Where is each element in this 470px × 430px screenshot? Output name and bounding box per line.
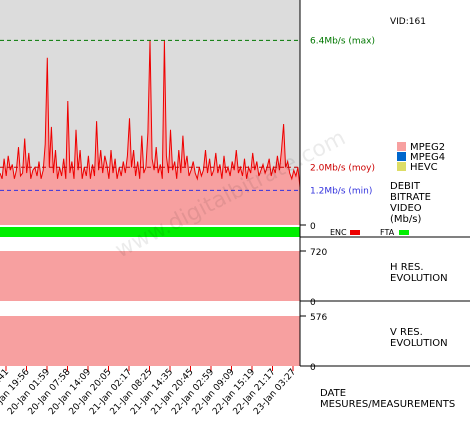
v-resolution-bar (0, 316, 300, 366)
h-resolution-title-line-1: H RES. (390, 262, 424, 273)
date-label: DATE (320, 388, 346, 399)
legend-swatch-mpeg2 (397, 142, 406, 151)
h-resolution-zero-label: 0 (310, 298, 316, 308)
v-resolution-title-line-1: V RES. (390, 327, 423, 338)
fta-swatch (399, 230, 409, 235)
bitrate-title-line-1: DEBIT (390, 181, 421, 192)
h-resolution-bar (0, 251, 300, 301)
legend-label-mpeg4: MPEG4 (410, 152, 445, 163)
v-resolution-zero-label: 0 (310, 363, 316, 373)
avg-reference-label: 2.0Mb/s (moy) (310, 163, 375, 173)
h-resolution-title-line-2: EVOLUTION (390, 273, 448, 284)
legend-swatch-mpeg4 (397, 152, 406, 161)
bitrate-zero-label: 0 (310, 222, 316, 232)
bitrate-title-line-3: VIDEO (390, 203, 422, 214)
v-resolution-max-label: 576 (310, 313, 327, 323)
bitrate-area-fill (0, 40, 300, 226)
vid-label: VID:161 (390, 17, 426, 27)
legend-swatch-hevc (397, 162, 406, 171)
h-resolution-max-label: 720 (310, 248, 327, 258)
v-resolution-title-line-2: EVOLUTION (390, 338, 448, 349)
bitrate-title-line-4: (Mb/s) (390, 214, 421, 225)
codec-legend: MPEG2 MPEG4 HEVC (397, 142, 445, 173)
measurements-label: MESURES/MEASUREMENTS (320, 399, 455, 410)
enc-swatch (350, 230, 360, 235)
legend-label-hevc: HEVC (410, 162, 438, 173)
enc-label: ENC (330, 228, 347, 237)
legend-label-mpeg2: MPEG2 (410, 142, 445, 153)
fta-status-band (0, 227, 300, 237)
fta-label: FTA (380, 228, 395, 237)
min-reference-label: 1.2Mb/s (min) (310, 186, 372, 196)
max-reference-label: 6.4Mb/s (max) (310, 36, 375, 46)
bitrate-title-line-2: BITRATE (390, 192, 431, 203)
